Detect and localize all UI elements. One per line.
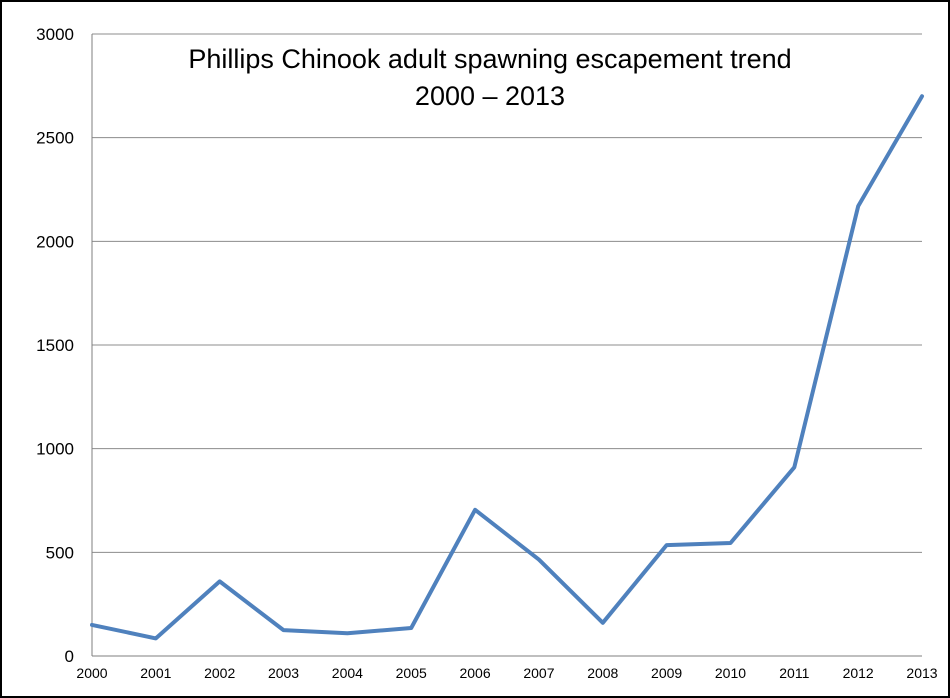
x-tick-label: 2008 bbox=[587, 665, 618, 681]
x-tick-label: 2000 bbox=[76, 665, 107, 681]
x-tick-label: 2012 bbox=[843, 665, 874, 681]
y-tick-label: 0 bbox=[65, 647, 74, 666]
y-tick-label: 2500 bbox=[36, 129, 74, 148]
axes bbox=[91, 34, 922, 657]
x-tick-label: 2005 bbox=[396, 665, 427, 681]
x-tick-label: 2007 bbox=[523, 665, 554, 681]
y-tick-label: 3000 bbox=[36, 25, 74, 44]
chart-subtitle: 2000 – 2013 bbox=[415, 81, 565, 111]
x-tick-label: 2006 bbox=[459, 665, 490, 681]
y-tick-label: 1500 bbox=[36, 336, 74, 355]
series-line bbox=[90, 94, 924, 641]
y-tick-label: 2000 bbox=[36, 232, 74, 251]
x-tick-label: 2009 bbox=[651, 665, 682, 681]
y-tick-labels: 0 500 1000 1500 2000 2500 3000 bbox=[36, 25, 74, 666]
x-tick-label: 2011 bbox=[779, 665, 809, 681]
x-tick-label: 2002 bbox=[204, 665, 235, 681]
gridlines bbox=[92, 33, 922, 553]
chart-title: Phillips Chinook adult spawning escapeme… bbox=[188, 44, 791, 74]
x-tick-labels: 2000 2001 2002 2003 2004 2005 2006 2007 2008 2009… bbox=[76, 665, 937, 681]
y-tick-label: 500 bbox=[46, 543, 74, 562]
x-tick-label: 2003 bbox=[268, 665, 299, 681]
x-tick-label: 2004 bbox=[332, 665, 363, 681]
x-tick-label: 2013 bbox=[906, 665, 937, 681]
x-tick-label: 2001 bbox=[140, 665, 171, 681]
x-tick-label: 2010 bbox=[715, 665, 746, 681]
y-tick-label: 1000 bbox=[36, 440, 74, 459]
series bbox=[90, 94, 924, 641]
